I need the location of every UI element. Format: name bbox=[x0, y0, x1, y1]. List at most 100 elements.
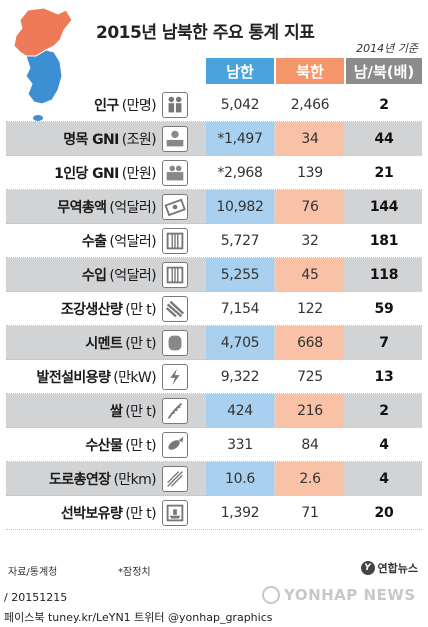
ratio-value: 44 bbox=[346, 122, 422, 156]
table-row: 조강생산량 (만 t) 7,154 122 59 bbox=[6, 292, 422, 326]
container-icon bbox=[162, 228, 188, 254]
row-name: 쌀 bbox=[109, 404, 123, 420]
money-stack-icon bbox=[162, 126, 188, 152]
ratio-value: 59 bbox=[374, 301, 394, 317]
infographic-card: 2015년 남북한 주요 통계 지표 2014년 기준 남한 북한 남/북(배)… bbox=[6, 7, 422, 578]
table-row: 1인당 GNI (만원) *2,968 139 21 bbox=[6, 156, 422, 190]
row-label: 수산물 (만 t) bbox=[85, 428, 156, 462]
north-value: 216 bbox=[276, 394, 344, 428]
row-unit: (만 t) bbox=[125, 302, 156, 318]
road-icon bbox=[162, 466, 188, 492]
yonhap-logo-icon: Y bbox=[360, 561, 375, 575]
ratio-value: 2 bbox=[346, 394, 422, 428]
row-unit: (만원) bbox=[121, 166, 157, 182]
row-label: 도로총연장 (만km) bbox=[49, 462, 157, 496]
stats-table: 인구 (만명) 5,042 2,466 2 명목 GNI (조원) *1,497 3… bbox=[6, 88, 422, 530]
people-icon bbox=[162, 92, 188, 118]
south-value: 5,727 bbox=[220, 233, 260, 249]
ratio-value: 4 bbox=[379, 437, 389, 453]
row-label: 무역총액 (억달러) bbox=[57, 190, 156, 224]
north-value: 34 bbox=[276, 122, 344, 156]
row-name: 시멘트 bbox=[85, 336, 123, 352]
row-name: 선박보유량 bbox=[60, 506, 123, 522]
north-value: 45 bbox=[276, 258, 344, 292]
provisional-note: *잠정치 bbox=[118, 567, 151, 578]
row-label: 1인당 GNI (만원) bbox=[54, 156, 156, 190]
table-row: 무역총액 (억달러) 10,982 76 144 bbox=[6, 190, 422, 224]
watermark: YONHAP NEWS bbox=[262, 586, 416, 604]
rice-icon bbox=[162, 398, 188, 424]
row-name: 조강생산량 bbox=[60, 302, 123, 318]
row-label: 수출 (억달러) bbox=[81, 224, 157, 258]
row-unit: (만 t) bbox=[125, 404, 156, 420]
row-label: 명목 GNI (조원) bbox=[63, 122, 156, 156]
table-row: 도로총연장 (만km) 10.6 2.6 4 bbox=[6, 462, 422, 496]
row-label: 수입 (억달러) bbox=[81, 258, 157, 292]
ratio-value: 4 bbox=[346, 462, 422, 496]
south-value: 1,392 bbox=[220, 505, 260, 521]
north-value: 76 bbox=[276, 190, 344, 224]
row-unit: (조원) bbox=[121, 132, 157, 148]
north-value: 84 bbox=[301, 437, 319, 453]
basis-year-label: 2014년 기준 bbox=[356, 42, 418, 55]
south-value: 331 bbox=[227, 437, 253, 453]
column-header-north: 북한 bbox=[276, 58, 344, 84]
north-value: 32 bbox=[301, 233, 319, 249]
ratio-value: 13 bbox=[374, 369, 394, 385]
row-label: 쌀 (만 t) bbox=[109, 394, 157, 428]
row-unit: (만 t) bbox=[125, 506, 156, 522]
column-header-south: 남한 bbox=[206, 58, 274, 84]
south-value: 4,705 bbox=[206, 326, 274, 360]
watermark-text: YONHAP NEWS bbox=[284, 586, 416, 604]
cement-bag-icon bbox=[162, 330, 188, 356]
row-name: 무역총액 bbox=[57, 200, 107, 216]
ratio-value: 144 bbox=[346, 190, 422, 224]
north-value: 71 bbox=[301, 505, 319, 521]
ship-icon bbox=[162, 500, 188, 526]
table-row: 명목 GNI (조원) *1,497 34 44 bbox=[6, 122, 422, 156]
row-unit: (억달러) bbox=[109, 268, 156, 284]
north-value: 2.6 bbox=[276, 462, 344, 496]
south-value: 5,042 bbox=[220, 97, 260, 113]
south-value: 9,322 bbox=[220, 369, 260, 385]
sns-credit: 페이스북 tuney.kr/LeYN1 트위터 @yonhap_graphics bbox=[4, 611, 273, 624]
ratio-value: 2 bbox=[379, 97, 389, 113]
row-name: 발전설비용량 bbox=[36, 370, 111, 386]
date-stamp: / 20151215 bbox=[4, 591, 68, 604]
korea-map-icon bbox=[13, 7, 73, 121]
table-row: 수산물 (만 t) 331 84 4 bbox=[6, 428, 422, 462]
north-value: 2,466 bbox=[290, 97, 330, 113]
ratio-value: 21 bbox=[374, 165, 394, 181]
agency-credit: Y 연합뉴스 bbox=[360, 560, 418, 576]
north-value: 122 bbox=[297, 301, 323, 317]
fish-icon bbox=[162, 432, 188, 458]
table-row: 인구 (만명) 5,042 2,466 2 bbox=[6, 88, 422, 122]
row-name: 수출 bbox=[81, 234, 107, 250]
row-label: 조강생산량 (만 t) bbox=[60, 292, 157, 326]
ratio-value: 118 bbox=[346, 258, 422, 292]
ratio-value: 7 bbox=[346, 326, 422, 360]
row-unit: (만 t) bbox=[125, 438, 156, 454]
row-unit: (만kW) bbox=[113, 370, 156, 386]
wallet-icon bbox=[162, 160, 188, 186]
south-value: 5,255 bbox=[206, 258, 274, 292]
table-row: 수출 (억달러) 5,727 32 181 bbox=[6, 224, 422, 258]
north-value: 668 bbox=[276, 326, 344, 360]
row-name: 인구 bbox=[94, 98, 119, 114]
row-name: 1인당 GNI bbox=[54, 166, 119, 182]
container-icon bbox=[162, 262, 188, 288]
row-unit: (만명) bbox=[121, 98, 157, 114]
row-unit: (억달러) bbox=[109, 234, 156, 250]
row-name: 수입 bbox=[81, 268, 107, 284]
north-value: 139 bbox=[297, 165, 323, 181]
row-name: 도로총연장 bbox=[49, 472, 111, 488]
row-label: 선박보유량 (만 t) bbox=[60, 496, 157, 530]
south-value: *1,497 bbox=[206, 122, 274, 156]
source-note: 자료/통계청 bbox=[8, 567, 58, 578]
row-label: 시멘트 (만 t) bbox=[85, 326, 156, 360]
column-header-ratio: 남/북(배) bbox=[346, 58, 422, 84]
row-unit: (억달러) bbox=[109, 200, 156, 216]
ratio-value: 181 bbox=[369, 233, 399, 249]
south-value: *2,968 bbox=[217, 165, 263, 181]
row-name: 수산물 bbox=[85, 438, 123, 454]
